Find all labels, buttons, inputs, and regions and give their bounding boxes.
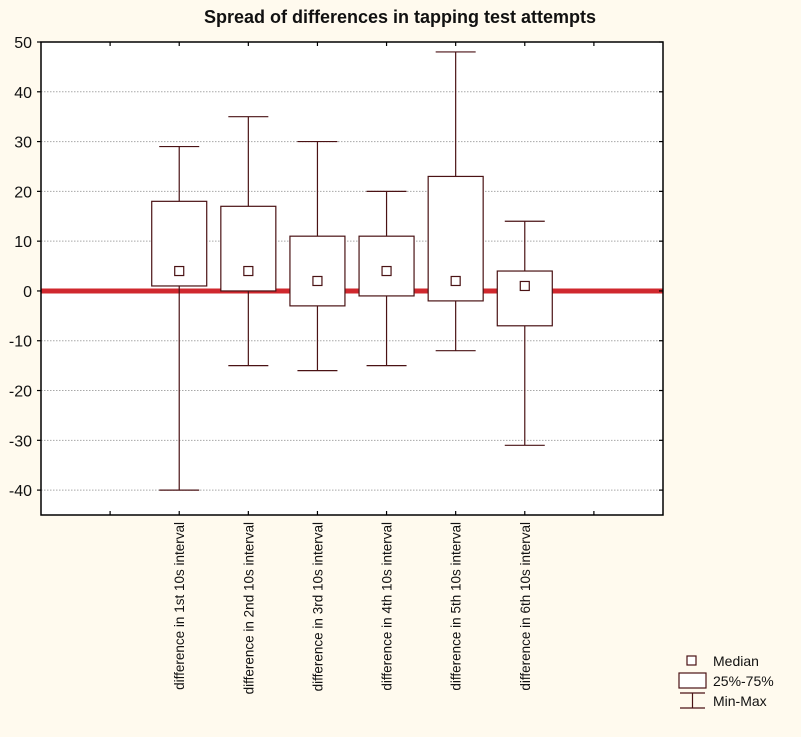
median-marker — [243, 265, 254, 277]
y-tick-label: -40 — [9, 483, 32, 500]
median-marker — [450, 275, 461, 287]
legend-median-label: Median — [713, 653, 759, 669]
iqr-box — [289, 235, 346, 307]
y-tick-label: -30 — [9, 433, 32, 450]
chart-title: Spread of differences in tapping test at… — [204, 7, 596, 27]
legend: Median 25%-75% Min-Max — [678, 653, 774, 709]
y-tick-label: 0 — [23, 284, 32, 301]
x-axis: difference in 1st 10s interval difference… — [109, 42, 595, 694]
category-label: difference in 4th 10s interval — [380, 522, 395, 691]
box-2 — [220, 116, 277, 367]
box-4 — [358, 190, 415, 367]
iqr-box — [220, 205, 277, 292]
category-label: difference in 3rd 10s interval — [310, 522, 325, 691]
plot-frame — [40, 41, 664, 516]
legend-box-marker — [678, 672, 707, 689]
y-axis: 50 40 30 20 10 0 -10 -20 -30 -40 — [9, 35, 663, 500]
y-tick-label: 30 — [14, 135, 32, 152]
category-label: difference in 5th 10s interval — [449, 522, 464, 691]
legend-whisker-label: Min-Max — [713, 693, 767, 709]
legend-box-label: 25%-75% — [713, 673, 774, 689]
category-label: difference in 1st 10s interval — [172, 522, 187, 690]
median-marker — [174, 265, 185, 277]
y-tick-label: 40 — [14, 85, 32, 102]
y-tick-label: 50 — [14, 35, 32, 52]
box-5 — [427, 51, 484, 352]
boxes — [151, 51, 553, 491]
category-label: difference in 6th 10s interval — [518, 522, 533, 691]
legend-whisker-marker — [680, 692, 705, 709]
median-marker — [519, 280, 530, 292]
box-6 — [496, 220, 553, 446]
iqr-box — [496, 270, 553, 327]
box-1 — [151, 145, 208, 491]
legend-median-marker — [686, 655, 697, 666]
box-3 — [289, 140, 346, 372]
y-tick-label: 20 — [14, 184, 32, 201]
median-marker — [312, 275, 323, 287]
y-tick-label: -10 — [9, 334, 32, 351]
category-label: difference in 2nd 10s interval — [241, 522, 256, 694]
y-tick-label: -20 — [9, 384, 32, 401]
plot-area — [41, 42, 663, 515]
median-marker — [381, 265, 392, 277]
y-tick-label: 10 — [14, 234, 32, 251]
